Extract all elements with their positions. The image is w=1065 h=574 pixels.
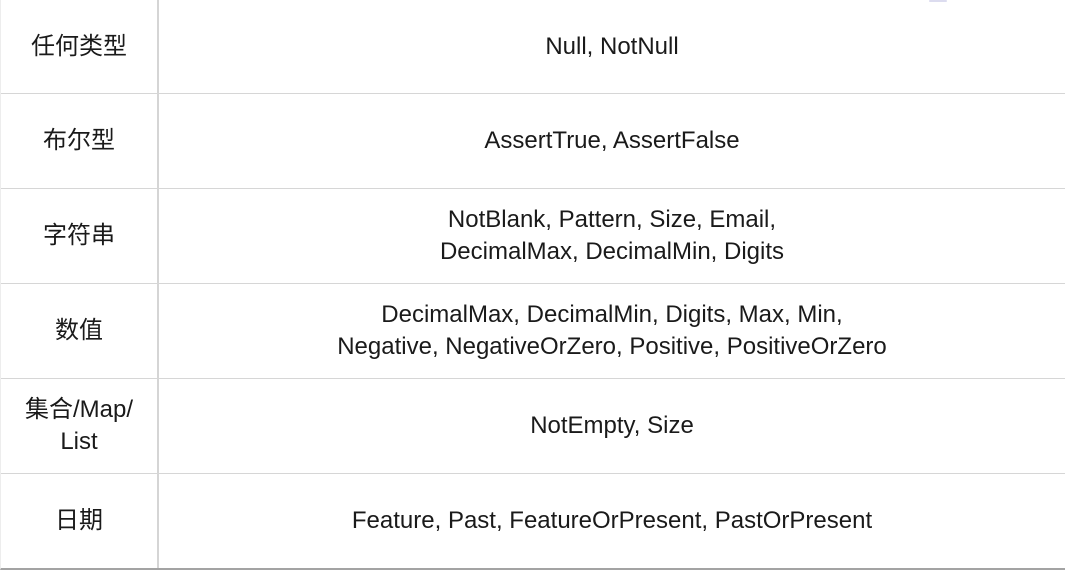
type-cell: 日期 xyxy=(1,474,159,568)
type-cell: 字符串 xyxy=(1,189,159,283)
type-cell: 数值 xyxy=(1,284,159,378)
table-row: 任何类型 Null, NotNull xyxy=(1,0,1065,93)
annotations-cell: Feature, Past, FeatureOrPresent, PastOrP… xyxy=(351,507,873,534)
type-cell: 布尔型 xyxy=(1,94,159,188)
annotations-cell: Null, NotNull xyxy=(545,32,679,60)
type-cell: 任何类型 xyxy=(1,0,159,93)
table-row: 集合/Map/ List NotEmpty, Size xyxy=(1,378,1065,473)
top-edge-artifact xyxy=(929,0,947,2)
table-row: 布尔型 AssertTrue, AssertFalse xyxy=(1,93,1065,188)
annotations-cell: DecimalMax, DecimalMin, Digits, Max, Min… xyxy=(337,301,887,360)
type-cell: 集合/Map/ List xyxy=(1,379,159,473)
annotations-cell: NotEmpty, Size xyxy=(530,412,694,439)
table-row: 数值 DecimalMax, DecimalMin, Digits, Max, … xyxy=(1,283,1065,378)
annotations-cell: AssertTrue, AssertFalse xyxy=(484,127,740,154)
annotations-cell: NotBlank, Pattern, Size, Email, DecimalM… xyxy=(439,206,785,265)
table-row: 字符串 NotBlank, Pattern, Size, Email, Deci… xyxy=(1,188,1065,283)
table-row: 日期 Feature, Past, FeatureOrPresent, Past… xyxy=(1,473,1065,568)
